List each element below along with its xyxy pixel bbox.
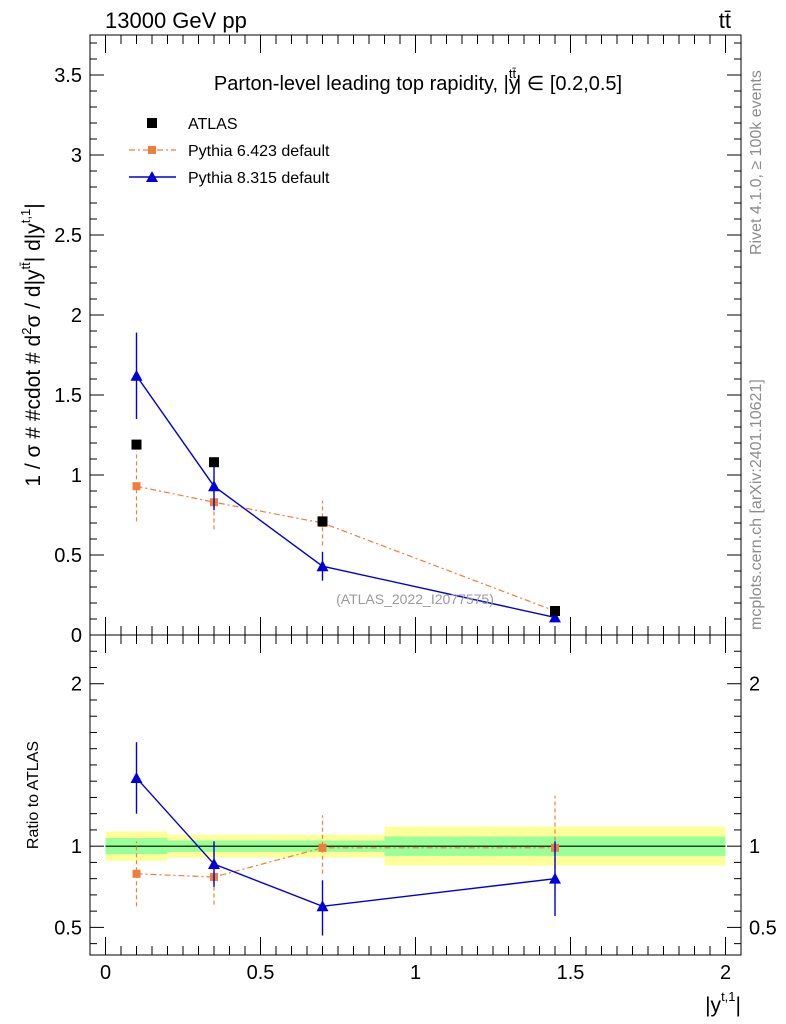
ratio-x-ticks: 0 0.5 1 1.5 2	[100, 635, 731, 984]
ratio-y-tick-label: 0.5	[54, 917, 82, 939]
y-tick-label: 3.5	[54, 65, 82, 87]
ratio-y-tick-label-right: 1	[749, 836, 760, 858]
atlas-point	[209, 457, 219, 468]
pythia8-point	[549, 611, 561, 623]
ratio-pythia8-point	[208, 858, 220, 870]
main-panel: 0 0.5 1 1.5 2 2.5 3 3.5 (ATLAS_2022_I2077575) P…	[18, 34, 742, 647]
legend-marker-pythia6	[148, 146, 156, 154]
ratio-panel: 0.5 0.5 1 1 2 2 0 0.5 1 1.5 2 Ratio to ATLAS |yt,…	[25, 634, 777, 1017]
atlas-point	[550, 606, 560, 616]
y-tick-label: 2.5	[54, 225, 82, 247]
ratio-y-tick-label-right: 2	[749, 674, 760, 696]
title-sup: tt̄	[509, 66, 517, 81]
ratio-y-tick-label: 2	[71, 674, 82, 696]
ratio-frame	[89, 634, 742, 956]
pythia8-point	[316, 560, 329, 572]
atlas-point	[317, 516, 328, 527]
ratio-y-axis-label: Ratio to ATLAS	[25, 741, 42, 849]
main-x-ticks	[105, 35, 726, 635]
legend-label-atlas: ATLAS	[188, 116, 238, 133]
main-marks	[130, 332, 561, 623]
xlabel-sup: t,1	[721, 989, 735, 1004]
x-axis-label: |yt,1|	[705, 989, 741, 1017]
title-prefix: Parton-level leading top rapidity, |	[214, 73, 509, 95]
legend-label-pythia6: Pythia 6.423 default	[188, 143, 330, 160]
title-y: y	[509, 73, 519, 95]
process-label: tt̄	[719, 8, 731, 33]
pythia8-point	[130, 369, 143, 381]
ratio-pythia8-line	[135, 777, 556, 907]
y-tick-label: 3	[71, 145, 82, 167]
ylabel-tt: tt̄	[18, 262, 33, 270]
pythia6-line	[136, 485, 556, 612]
xlabel-end: |	[736, 994, 741, 1017]
x-tick-label: 1.5	[557, 962, 585, 984]
pythia6-point	[132, 482, 141, 491]
ratio-y-tick-label-right: 0.5	[749, 917, 777, 939]
main-y-ticks: 0 0.5 1 1.5 2 2.5 3 3.5	[54, 42, 741, 647]
y-tick-label: 0	[71, 625, 82, 647]
ratio-marks	[130, 742, 561, 936]
watermark: (ATLAS_2022_I2077575)	[336, 591, 494, 607]
pythia8-point	[208, 480, 220, 492]
y-tick-label: 2	[71, 305, 82, 327]
ylabel-t1: t,1	[18, 209, 33, 223]
ylabel-mid: σ / d|y	[22, 269, 45, 328]
ylabel-end: |	[22, 203, 45, 208]
chart-title: Parton-level leading top rapidity, |ytt̄…	[214, 66, 622, 95]
ratio-pythia6-point	[318, 843, 327, 852]
ratio-pythia8-point	[316, 900, 329, 912]
ylabel-prefix: 1 / σ # #cdot # d	[22, 335, 45, 487]
ylabel-sq: 2	[19, 328, 34, 335]
x-tick-label: 1	[410, 962, 421, 984]
ylabel-mid2: | d|y	[22, 223, 45, 262]
legend-marker-pythia8	[146, 171, 158, 182]
rivet-label: Rivet 4.1.0, ≥ 100k events	[748, 70, 765, 255]
xlabel-base: |y	[705, 994, 721, 1017]
atlas-point	[131, 439, 142, 450]
x-tick-label: 0	[100, 962, 111, 984]
ratio-pythia8-point	[549, 872, 561, 884]
legend: ATLAS Pythia 6.423 default Pythia 8.315 …	[129, 116, 330, 187]
title-suffix: | ∈ [0.2,0.5]	[516, 73, 622, 95]
mcplots-label: mcplots.cern.ch [arXiv:2401.10621]	[748, 379, 765, 630]
pythia8-line	[135, 375, 556, 619]
ratio-pythia8-point	[130, 771, 143, 783]
legend-label-pythia8: Pythia 8.315 default	[188, 170, 330, 187]
ratio-y-ticks: 0.5 0.5 1 1 2 2	[54, 650, 777, 945]
y-tick-label: 1.5	[54, 385, 82, 407]
y-tick-label: 1	[71, 465, 82, 487]
legend-marker-atlas	[147, 118, 157, 128]
x-tick-label: 2	[720, 962, 731, 984]
ratio-y-tick-label: 1	[71, 836, 82, 858]
ratio-pythia6-point	[132, 869, 141, 878]
main-y-axis-label: 1 / σ # #cdot # d2σ / d|ytt̄| d|yt,1|	[18, 203, 45, 486]
x-tick-label: 0.5	[247, 962, 275, 984]
y-tick-label: 0.5	[54, 545, 82, 567]
energy-label: 13000 GeV pp	[105, 8, 247, 33]
ratio-pythia6-line	[136, 847, 555, 878]
